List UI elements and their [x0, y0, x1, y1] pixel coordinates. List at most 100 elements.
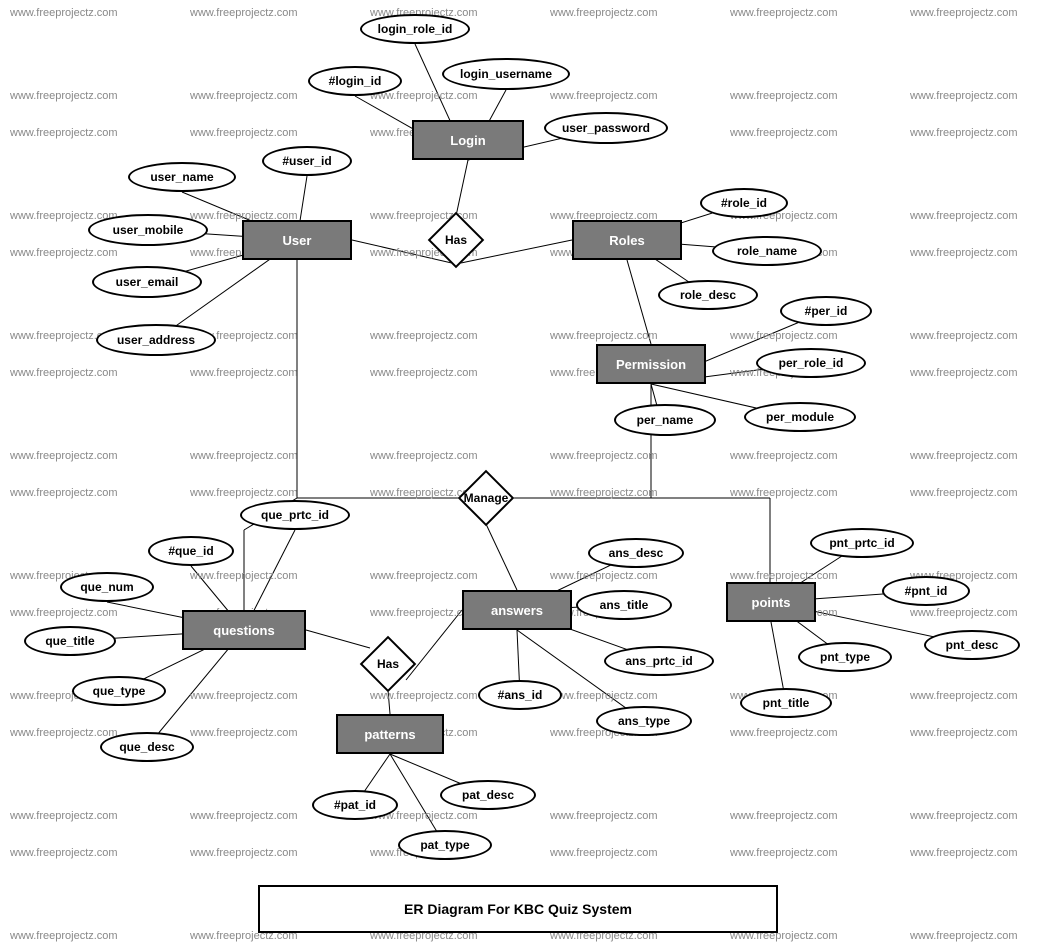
watermark-text: www.freeprojectz.com — [910, 330, 1018, 342]
attribute-answers-24: ans_prtc_id — [604, 646, 714, 676]
watermark-text: www.freeprojectz.com — [190, 727, 298, 739]
watermark-text: www.freeprojectz.com — [910, 487, 1018, 499]
attribute-points-28: #pnt_id — [882, 576, 970, 606]
relationship-label: Manage — [464, 491, 509, 505]
attribute-points-29: pnt_desc — [924, 630, 1020, 660]
attribute-user-6: user_mobile — [88, 214, 208, 246]
watermark-text: www.freeprojectz.com — [910, 247, 1018, 259]
attribute-questions-20: que_type — [72, 676, 166, 706]
relationship-label: Has — [377, 657, 399, 671]
watermark-text: www.freeprojectz.com — [910, 450, 1018, 462]
watermark-text: www.freeprojectz.com — [730, 127, 838, 139]
watermark-text: www.freeprojectz.com — [10, 90, 118, 102]
attribute-login-0: login_role_id — [360, 14, 470, 44]
relationship-label: Has — [445, 233, 467, 247]
watermark-text: www.freeprojectz.com — [550, 90, 658, 102]
watermark-text: www.freeprojectz.com — [910, 690, 1018, 702]
watermark-text: www.freeprojectz.com — [190, 127, 298, 139]
watermark-text: www.freeprojectz.com — [190, 847, 298, 859]
entity-points: points — [726, 582, 816, 622]
relationship-has1: Has — [428, 212, 484, 268]
watermark-text: www.freeprojectz.com — [10, 487, 118, 499]
entity-user: User — [242, 220, 352, 260]
watermark-text: www.freeprojectz.com — [730, 90, 838, 102]
attribute-login-3: user_password — [544, 112, 668, 144]
attribute-roles-9: #role_id — [700, 188, 788, 218]
watermark-text: www.freeprojectz.com — [10, 727, 118, 739]
entity-patterns: patterns — [336, 714, 444, 754]
attribute-questions-19: que_title — [24, 626, 116, 656]
watermark-text: www.freeprojectz.com — [190, 570, 298, 582]
watermark-text: www.freeprojectz.com — [370, 450, 478, 462]
attribute-points-30: pnt_type — [798, 642, 892, 672]
watermark-text: www.freeprojectz.com — [550, 330, 658, 342]
watermark-text: www.freeprojectz.com — [910, 210, 1018, 222]
attribute-roles-10: role_name — [712, 236, 822, 266]
watermark-text: www.freeprojectz.com — [910, 847, 1018, 859]
watermark-text: www.freeprojectz.com — [910, 367, 1018, 379]
attribute-patterns-33: pat_desc — [440, 780, 536, 810]
watermark-text: www.freeprojectz.com — [10, 247, 118, 259]
watermark-text: www.freeprojectz.com — [190, 487, 298, 499]
relationship-has2: Has — [360, 636, 416, 692]
watermark-text: www.freeprojectz.com — [550, 847, 658, 859]
diagram-title-box: ER Diagram For KBC Quiz System — [258, 885, 778, 933]
attribute-patterns-34: pat_type — [398, 830, 492, 860]
watermark-text: www.freeprojectz.com — [730, 810, 838, 822]
watermark-text: www.freeprojectz.com — [550, 450, 658, 462]
relationship-manage: Manage — [458, 470, 514, 526]
watermark-text: www.freeprojectz.com — [10, 450, 118, 462]
watermark-text: www.freeprojectz.com — [190, 690, 298, 702]
attribute-permission-15: per_name — [614, 404, 716, 436]
attribute-answers-26: #ans_id — [478, 680, 562, 710]
diagram-title-text: ER Diagram For KBC Quiz System — [404, 901, 632, 917]
attribute-user-4: #user_id — [262, 146, 352, 176]
attribute-login-1: #login_id — [308, 66, 402, 96]
watermark-text: www.freeprojectz.com — [910, 90, 1018, 102]
watermark-text: www.freeprojectz.com — [550, 810, 658, 822]
attribute-answers-25: ans_type — [596, 706, 692, 736]
entity-questions: questions — [182, 610, 306, 650]
attribute-points-31: pnt_title — [740, 688, 832, 718]
attribute-questions-21: que_desc — [100, 732, 194, 762]
watermark-text: www.freeprojectz.com — [10, 367, 118, 379]
entity-permission: Permission — [596, 344, 706, 384]
watermark-text: www.freeprojectz.com — [730, 727, 838, 739]
watermark-text: www.freeprojectz.com — [190, 810, 298, 822]
attribute-questions-17: #que_id — [148, 536, 234, 566]
watermark-text: www.freeprojectz.com — [190, 367, 298, 379]
watermark-text: www.freeprojectz.com — [190, 7, 298, 19]
attribute-permission-13: per_role_id — [756, 348, 866, 378]
attribute-patterns-32: #pat_id — [312, 790, 398, 820]
entity-roles: Roles — [572, 220, 682, 260]
watermark-text: www.freeprojectz.com — [10, 127, 118, 139]
watermark-text: www.freeprojectz.com — [910, 127, 1018, 139]
watermark-text: www.freeprojectz.com — [550, 487, 658, 499]
watermark-text: www.freeprojectz.com — [910, 727, 1018, 739]
attribute-questions-16: que_prtc_id — [240, 500, 350, 530]
watermark-text: www.freeprojectz.com — [370, 330, 478, 342]
watermark-text: www.freeprojectz.com — [730, 7, 838, 19]
attribute-user-5: user_name — [128, 162, 236, 192]
attribute-permission-12: #per_id — [780, 296, 872, 326]
watermark-text: www.freeprojectz.com — [10, 810, 118, 822]
watermark-text: www.freeprojectz.com — [730, 330, 838, 342]
watermark-text: www.freeprojectz.com — [730, 450, 838, 462]
watermark-text: www.freeprojectz.com — [370, 367, 478, 379]
attribute-answers-23: ans_title — [576, 590, 672, 620]
entity-login: Login — [412, 120, 524, 160]
watermark-text: www.freeprojectz.com — [730, 570, 838, 582]
watermark-text: www.freeprojectz.com — [10, 847, 118, 859]
attribute-roles-11: role_desc — [658, 280, 758, 310]
watermark-text: www.freeprojectz.com — [550, 690, 658, 702]
attribute-user-7: user_email — [92, 266, 202, 298]
attribute-user-8: user_address — [96, 324, 216, 356]
watermark-text: www.freeprojectz.com — [910, 607, 1018, 619]
watermark-text: www.freeprojectz.com — [10, 607, 118, 619]
watermark-text: www.freeprojectz.com — [910, 810, 1018, 822]
watermark-text: www.freeprojectz.com — [190, 90, 298, 102]
attribute-answers-22: ans_desc — [588, 538, 684, 568]
watermark-text: www.freeprojectz.com — [190, 450, 298, 462]
attribute-questions-18: que_num — [60, 572, 154, 602]
watermark-text: www.freeprojectz.com — [730, 847, 838, 859]
